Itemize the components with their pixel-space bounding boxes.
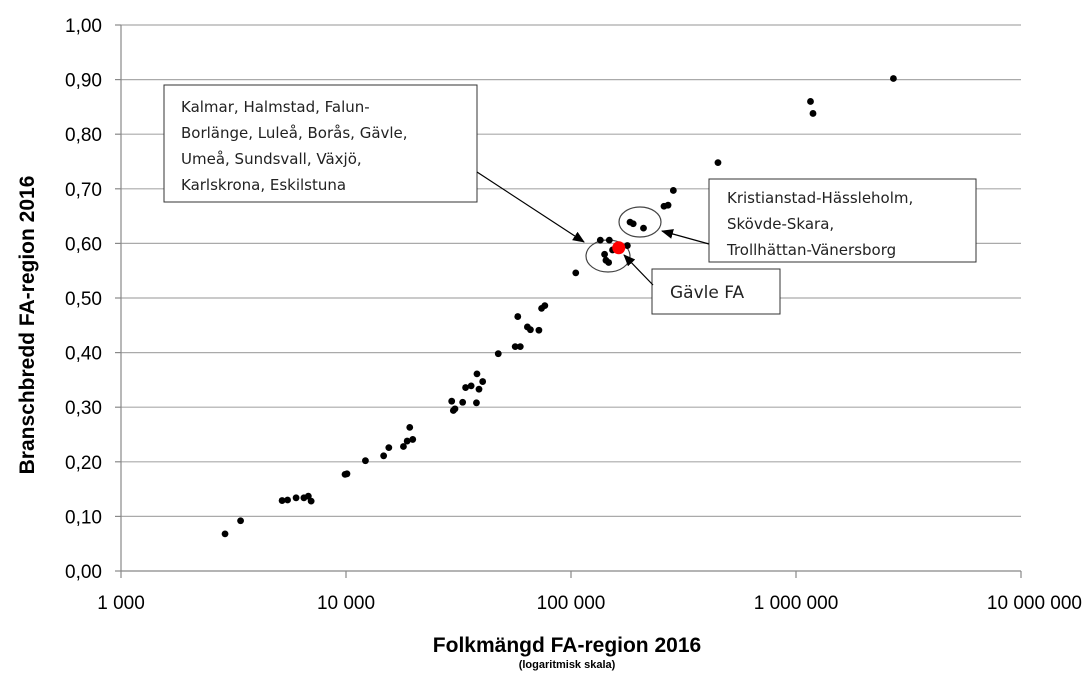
data-point	[605, 259, 613, 266]
y-tick-label: 0,00	[65, 562, 102, 583]
callout-large-cities-line-2: Borlänge, Luleå, Borås, Gävle,	[181, 124, 408, 142]
y-tick-label: 0,90	[65, 71, 102, 92]
x-tick-label: 10 000 000	[987, 593, 1082, 614]
data-point	[409, 436, 417, 443]
highlight-point-gavle	[612, 241, 626, 255]
data-point	[278, 497, 286, 504]
highlight-point-group	[612, 241, 626, 255]
data-point	[459, 398, 467, 406]
data-point	[473, 370, 481, 378]
y-tick-label: 0,30	[65, 398, 102, 419]
callout-mid-cities-box	[708, 178, 977, 263]
y-tick-label: 0,20	[65, 453, 102, 474]
x-axis-tick-labels: 1 000 10 000 100 000 1 000 000 10 000 000	[97, 593, 1082, 614]
data-point	[307, 497, 315, 505]
data-point	[467, 382, 475, 390]
callout-gavle-box	[651, 268, 781, 315]
callout-large-cities: Kalmar, Halmstad, Falun- Borlänge, Luleå…	[163, 84, 585, 243]
data-point	[511, 343, 519, 350]
callout-large-cities-arrow	[476, 171, 585, 243]
callout-mid-cities-line-2: Skövde-Skara,	[727, 215, 834, 233]
data-point	[809, 110, 817, 117]
data-point	[669, 187, 677, 194]
x-tick-label: 1 000 000	[754, 593, 839, 614]
callout-mid-cities-arrow	[661, 229, 710, 245]
data-point	[516, 343, 524, 350]
callout-gavle-arrow	[623, 254, 654, 286]
data-point	[451, 405, 459, 413]
data-point	[479, 378, 487, 385]
data-point	[640, 224, 647, 232]
data-point	[343, 470, 351, 478]
callout-mid-cities-line-3: Trollhättan-Vänersborg	[726, 241, 896, 259]
data-point	[237, 517, 244, 525]
data-point	[221, 530, 229, 538]
data-point	[473, 399, 480, 407]
data-point	[403, 437, 411, 445]
y-tick-label: 0,10	[65, 507, 102, 528]
x-axis-title: Folkmängd FA-region 2016	[433, 634, 701, 657]
data-point	[406, 424, 414, 431]
data-point	[890, 75, 897, 82]
data-point	[292, 494, 300, 502]
y-axis-title: Branschbredd FA-region 2016	[16, 176, 39, 475]
y-tick-label: 0,70	[65, 180, 102, 201]
data-point	[475, 385, 483, 393]
y-tick-label: 1,00	[65, 16, 102, 37]
data-point	[807, 98, 814, 105]
data-point	[514, 313, 522, 320]
data-point	[462, 384, 469, 391]
callout-large-cities-line-4: Karlskrona, Eskilstuna	[181, 176, 346, 194]
data-point	[385, 444, 393, 452]
data-point	[572, 269, 580, 277]
data-point	[494, 350, 502, 358]
data-point	[400, 443, 407, 450]
callout-gavle-label: Gävle FA	[670, 283, 744, 303]
data-point	[623, 242, 631, 249]
callout-gavle: Gävle FA	[623, 254, 781, 315]
callout-large-cities-line-1: Kalmar, Halmstad, Falun-	[181, 98, 370, 116]
axes	[115, 24, 1022, 578]
data-point	[448, 397, 456, 405]
data-point	[596, 236, 604, 244]
y-tick-label: 0,40	[65, 344, 102, 365]
data-point	[304, 492, 312, 500]
callout-mid-cities-line-1: Kristianstad-Hässleholm,	[727, 189, 913, 207]
data-point	[714, 159, 722, 166]
y-tick-label: 0,60	[65, 234, 102, 255]
data-point	[284, 496, 291, 504]
data-point	[664, 201, 672, 209]
cluster-ellipse-mid-cities	[618, 206, 662, 238]
data-point	[601, 250, 608, 258]
y-axis-tick-labels: 0,00 0,10 0,20 0,30 0,40 0,50 0,60 0,70 0,80 0,90…	[65, 16, 102, 583]
data-point	[535, 326, 543, 334]
callout-large-cities-line-3: Umeå, Sundsvall, Växjö,	[181, 150, 362, 168]
data-point	[362, 457, 369, 465]
data-point	[629, 220, 637, 228]
x-tick-label: 100 000	[537, 593, 606, 614]
data-point	[605, 236, 613, 244]
callout-mid-cities: Kristianstad-Hässleholm, Skövde-Skara, T…	[661, 178, 977, 263]
y-tick-label: 0,50	[65, 289, 102, 310]
y-tick-label: 0,80	[65, 125, 102, 146]
data-point	[526, 326, 534, 334]
x-tick-label: 10 000	[317, 593, 375, 614]
x-tick-label: 1 000	[97, 593, 145, 614]
data-point	[380, 452, 388, 460]
x-axis-subtitle: (logaritmisk skala)	[519, 659, 616, 671]
callout-large-cities-box	[163, 84, 478, 203]
data-point	[541, 302, 549, 310]
